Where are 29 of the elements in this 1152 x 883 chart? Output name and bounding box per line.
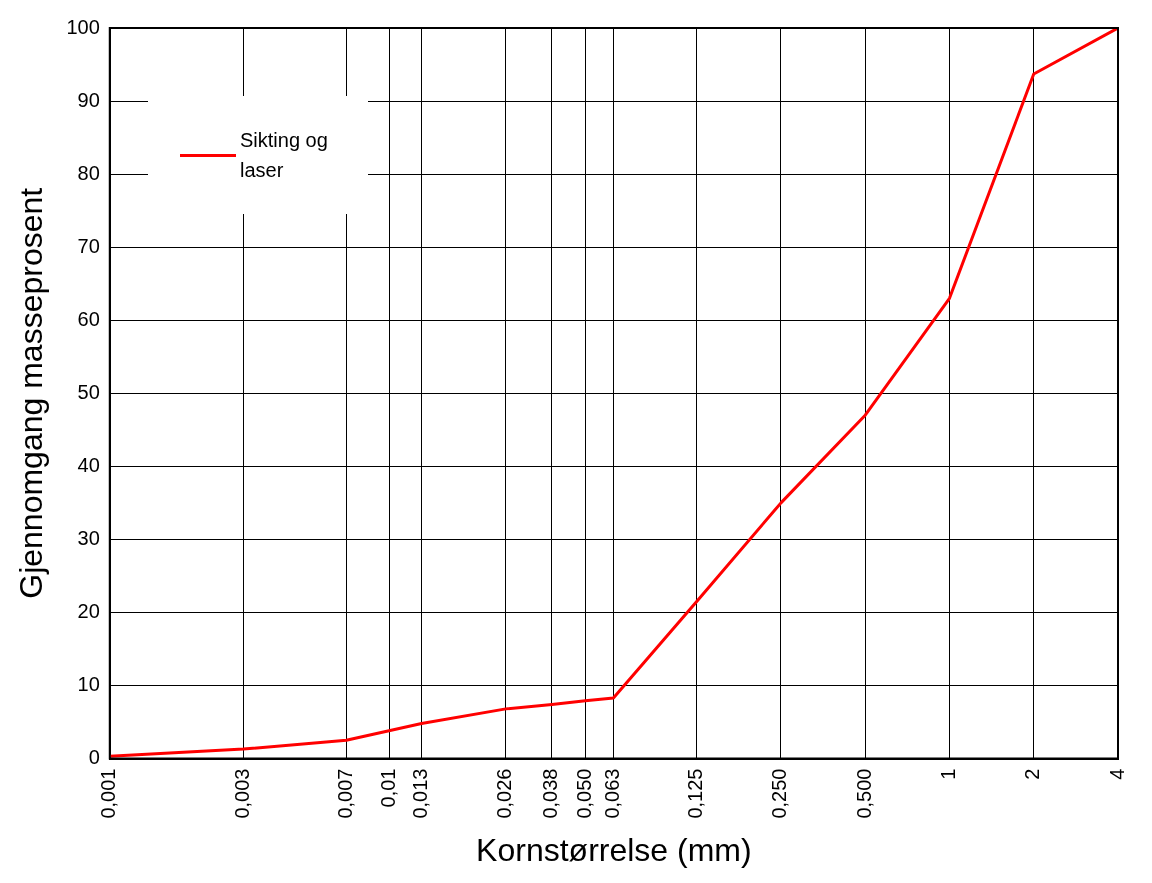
- y-tick-label: 20: [77, 599, 100, 622]
- y-axis-title: Gjennomgang masseprosent: [13, 187, 50, 599]
- y-tick-label: 30: [77, 526, 100, 549]
- x-tick-label: 0,013: [409, 768, 432, 819]
- x-tick-label: 0,125: [684, 768, 707, 819]
- x-tick-label: 0,063: [600, 768, 623, 819]
- y-tick-label: 90: [77, 88, 100, 111]
- y-tick-label: 50: [77, 380, 100, 403]
- x-tick-label: 0,050: [572, 768, 595, 819]
- x-tick-label: 0,038: [539, 768, 562, 819]
- x-tick-label: 0,250: [768, 768, 791, 819]
- y-tick-label: 0: [88, 746, 100, 769]
- y-tick-label: 10: [77, 673, 100, 696]
- y-tick-label: 40: [77, 453, 100, 476]
- x-tick-label: 4: [1105, 768, 1128, 780]
- x-axis-title: Kornstørrelse (mm): [476, 831, 752, 868]
- y-tick-label: 80: [77, 161, 100, 184]
- x-tick-label: 0,007: [333, 768, 356, 819]
- x-tick-label: 1: [937, 768, 959, 780]
- y-tick-label: 60: [77, 307, 100, 330]
- x-tick-label: 0,001: [97, 768, 120, 819]
- x-tick-label: 2: [1021, 768, 1044, 780]
- y-tick-label: 70: [77, 234, 100, 257]
- x-tick-label: 0,500: [852, 768, 875, 819]
- legend-label: Sikting og laser: [240, 128, 329, 183]
- x-tick-label: 0,026: [493, 768, 516, 819]
- x-tick-label: 0,003: [230, 768, 253, 819]
- y-tick-label: 100: [66, 15, 100, 38]
- x-tick-label: 0,01: [377, 768, 400, 808]
